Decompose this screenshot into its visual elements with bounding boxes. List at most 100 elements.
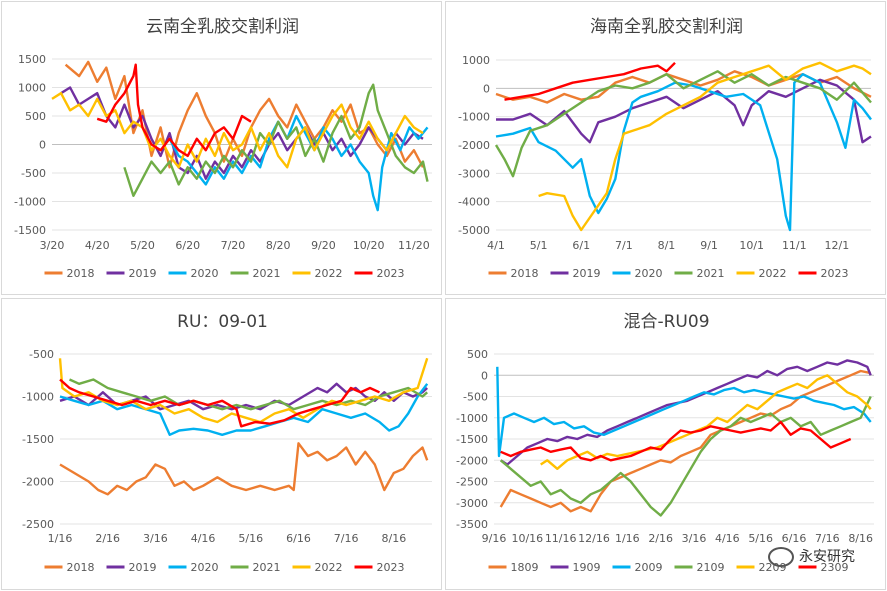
- chart-title: RU：09-01: [177, 312, 268, 332]
- y-tick-label: -2500: [22, 518, 54, 531]
- chart-panel-ru0901: RU：09-01 -500 -1000 -1500 -2000 -2500 1/16 2/16…: [1, 298, 442, 590]
- y-tick-label: -2000: [458, 139, 490, 152]
- series-line-2022: [51, 91, 424, 169]
- chart-hainan: 海南全乳胶交割利润 1000 0 -1000 -2000 -3000 -4000 -5000 4…: [458, 17, 872, 280]
- x-tick-label: 3/16: [682, 532, 707, 545]
- series-line-2023: [96, 63, 252, 158]
- y-tick-label: -2000: [22, 476, 54, 489]
- watermark-text: 永安研究: [799, 549, 855, 565]
- x-tick-label: 8/1: [658, 239, 676, 252]
- y-tick-label: -3000: [458, 167, 490, 180]
- y-tick-label: -500: [21, 167, 46, 180]
- y-tick-label: -1000: [456, 412, 488, 425]
- x-tick-label: 9/20: [311, 239, 336, 252]
- x-tick-label: 5/20: [130, 239, 155, 252]
- legend-label: 2018: [67, 561, 95, 574]
- x-tick-label: 8/16: [848, 532, 873, 545]
- x-tick-label: 2/16: [95, 532, 120, 545]
- x-tick-label: 1/16: [48, 532, 73, 545]
- y-tick-label: 1000: [462, 54, 490, 67]
- x-tick-label: 7/16: [334, 532, 359, 545]
- series-line-1909: [500, 359, 872, 466]
- legend-label: 2022: [315, 561, 343, 574]
- wechat-icon: [768, 547, 794, 567]
- legend-label: 2023: [821, 267, 849, 280]
- x-tick-label: 9/1: [700, 239, 718, 252]
- x-tick-label: 2/16: [648, 532, 673, 545]
- x-tick-label: 7/1: [615, 239, 633, 252]
- series-line-2009: [496, 366, 872, 458]
- y-tick-label: -2000: [456, 454, 488, 467]
- x-tick-label: 11/1: [782, 239, 807, 252]
- legend-label: 2109: [697, 561, 725, 574]
- x-tick-label: 11/20: [398, 239, 430, 252]
- series-line-2021: [123, 83, 429, 198]
- y-tick-label: -4000: [458, 196, 490, 209]
- y-tick-label: 1500: [18, 53, 46, 66]
- chart-yunnan: 云南全乳胶交割利润 1500 1000 500 0 -500 -1000 -1500 3/20 4…: [14, 17, 432, 280]
- chart-panel-yunnan: 云南全乳胶交割利润 1500 1000 500 0 -500 -1000 -1500 3/20 4…: [1, 1, 442, 295]
- chart-title: 云南全乳胶交割利润: [146, 17, 299, 37]
- series-line-2018: [59, 442, 429, 496]
- y-tick-label: 500: [25, 110, 46, 123]
- x-tick-label: 6/16: [782, 532, 807, 545]
- series-line-1809: [499, 369, 871, 513]
- y-tick-label: -5000: [458, 224, 490, 237]
- y-tick-label: -1500: [14, 224, 46, 237]
- x-tick-label: 1/16: [615, 532, 640, 545]
- legend-label: 2023: [377, 561, 405, 574]
- x-tick-label: 6/20: [175, 239, 200, 252]
- x-tick-label: 5/16: [238, 532, 263, 545]
- legend-label: 2018: [511, 267, 539, 280]
- y-tick-label: -1000: [458, 111, 490, 124]
- y-tick-label: -1000: [22, 391, 54, 404]
- x-tick-label: 7/20: [221, 239, 246, 252]
- series-line-2109: [499, 395, 872, 517]
- chart-mixed: 混合-RU09 500 0 -500 -1000 -1500 -2000 -2500 -3000…: [456, 312, 874, 574]
- x-tick-label: 4/1: [487, 239, 505, 252]
- x-tick-label: 12/1: [825, 239, 850, 252]
- chart-title: 混合-RU09: [623, 312, 709, 332]
- chart-title: 海南全乳胶交割利润: [590, 17, 743, 37]
- series-line-2020: [495, 72, 872, 232]
- y-tick-label: 0: [481, 369, 488, 382]
- legend-label: 1909: [573, 561, 601, 574]
- chart-panel-mixed: 混合-RU09 500 0 -500 -1000 -1500 -2000 -2500 -3000…: [445, 298, 886, 590]
- x-tick-label: 5/16: [748, 532, 773, 545]
- x-tick-label: 10/1: [739, 239, 764, 252]
- y-tick-label: -2500: [456, 476, 488, 489]
- legend-label: 2021: [697, 267, 725, 280]
- legend-label: 2009: [635, 561, 663, 574]
- x-tick-label: 6/1: [572, 239, 590, 252]
- legend-label: 2019: [129, 267, 157, 280]
- x-tick-label: 9/16: [482, 532, 507, 545]
- legend-label: 2020: [635, 267, 663, 280]
- y-tick-label: 500: [467, 348, 488, 361]
- y-tick-label: 0: [483, 82, 490, 95]
- chart-panel-hainan: 海南全乳胶交割利润 1000 0 -1000 -2000 -3000 -4000 -5000 4…: [445, 1, 886, 295]
- x-tick-label: 7/16: [815, 532, 840, 545]
- y-tick-label: -1500: [22, 433, 54, 446]
- series-line-2019: [60, 86, 424, 180]
- legend-label: 2019: [573, 267, 601, 280]
- x-tick-label: 8/20: [266, 239, 291, 252]
- x-tick-label: 3/20: [40, 239, 65, 252]
- y-tick-label: -3000: [456, 497, 488, 510]
- y-tick-label: -500: [29, 348, 54, 361]
- series-line-2023: [59, 378, 380, 428]
- x-tick-label: 5/1: [530, 239, 548, 252]
- y-tick-label: -500: [463, 391, 488, 404]
- legend-label: 2020: [191, 267, 219, 280]
- y-tick-label: -1500: [456, 433, 488, 446]
- legend-label: 2019: [129, 561, 157, 574]
- series-line-2021: [494, 70, 872, 178]
- series-line-2021: [69, 378, 428, 411]
- y-tick-label: 0: [39, 139, 46, 152]
- legend-label: 2020: [191, 561, 219, 574]
- y-tick-label: -3500: [456, 518, 488, 531]
- series-line-2209: [540, 374, 872, 471]
- legend-label: 1809: [511, 561, 539, 574]
- series-line-2020: [168, 114, 429, 212]
- series-line-2022: [538, 61, 872, 232]
